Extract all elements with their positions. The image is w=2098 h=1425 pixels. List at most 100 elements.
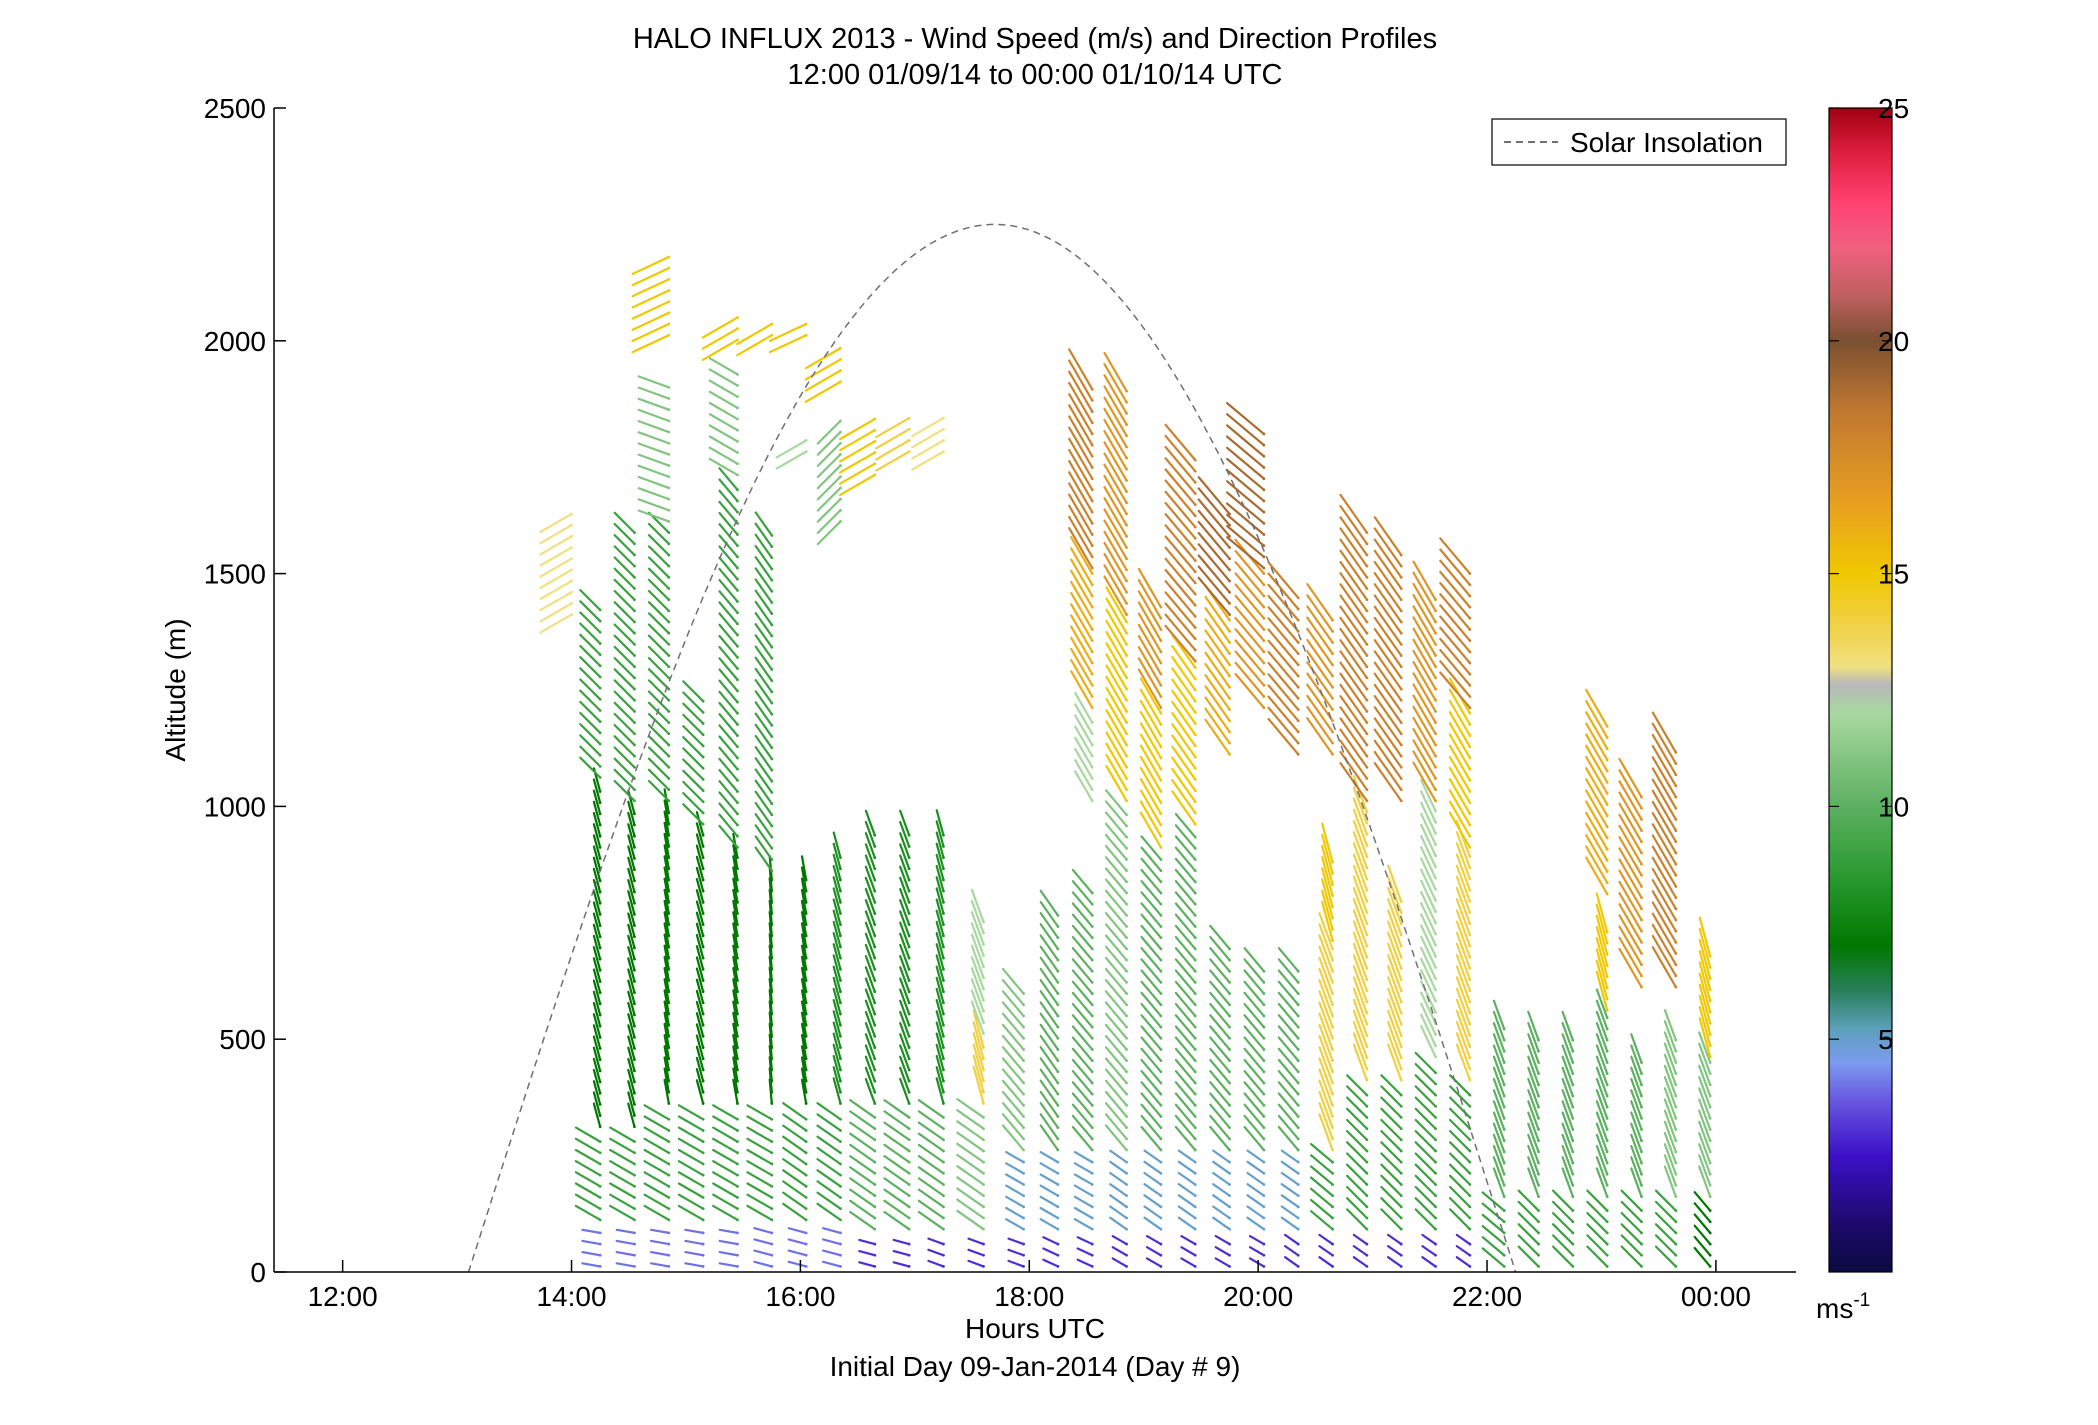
wind-barb xyxy=(631,289,670,309)
wind-barb-base xyxy=(839,464,842,467)
wind-barb xyxy=(682,680,705,703)
wind-barb-base xyxy=(1262,650,1266,654)
wind-barb xyxy=(1561,1133,1574,1165)
wind-barb xyxy=(899,988,911,1016)
wind-barb xyxy=(1164,479,1197,517)
wind-barb-base xyxy=(1708,954,1712,958)
wind-barb-base xyxy=(1434,1116,1437,1119)
wind-barb xyxy=(1421,1233,1437,1246)
wind-barb-base xyxy=(1331,872,1334,875)
wind-barb xyxy=(1068,370,1094,413)
wind-barb xyxy=(613,612,636,635)
wind-barb-base xyxy=(736,588,739,592)
wind-barb xyxy=(631,255,670,275)
wind-barb xyxy=(753,1238,773,1246)
wind-barb-base xyxy=(907,1102,911,1105)
wind-barb-base xyxy=(701,923,705,927)
wind-barb-base xyxy=(1228,969,1231,973)
wind-barb-base xyxy=(1022,1014,1025,1018)
wind-barb-base xyxy=(942,945,945,949)
wind-barb-base xyxy=(667,1151,671,1155)
wind-barb xyxy=(754,656,773,682)
wind-barb-base xyxy=(942,1160,945,1164)
wind-barb-base xyxy=(1228,708,1231,711)
wind-barb xyxy=(1306,638,1334,678)
wind-barb-base xyxy=(1365,609,1369,613)
wind-barb-base xyxy=(1090,1194,1094,1198)
wind-barb xyxy=(627,945,636,972)
wind-barb-base xyxy=(598,653,602,657)
wind-barb xyxy=(1005,1195,1025,1208)
wind-barb xyxy=(1439,593,1471,631)
wind-barb xyxy=(1414,1208,1437,1231)
wind-barb xyxy=(1039,967,1059,995)
wind-barb-base xyxy=(770,1253,774,1257)
wind-barb-base xyxy=(1125,631,1128,635)
wind-barb-base xyxy=(1640,873,1643,877)
wind-barb xyxy=(892,1249,911,1257)
wind-barb xyxy=(579,756,602,779)
wind-barb xyxy=(1412,683,1437,724)
wind-barb-base xyxy=(907,439,911,442)
wind-barb xyxy=(1380,1129,1403,1153)
wind-barb-base xyxy=(667,1162,671,1166)
wind-barb xyxy=(1140,846,1162,872)
wind-barb-base xyxy=(1193,514,1197,518)
wind-barb-base xyxy=(736,956,739,960)
wind-barb-base xyxy=(1434,754,1437,758)
wind-barb-base xyxy=(598,1035,602,1039)
wind-barb-base xyxy=(1125,512,1128,516)
wind-barb-base xyxy=(770,990,774,994)
wind-barb-base xyxy=(873,439,877,443)
wind-barb xyxy=(1455,1032,1471,1071)
wind-barb-base xyxy=(804,1035,808,1038)
wind-barb xyxy=(701,327,739,350)
wind-barb xyxy=(1651,711,1677,754)
wind-barb-base xyxy=(1056,1036,1060,1040)
wind-barb xyxy=(849,1099,876,1119)
wind-barb xyxy=(1663,1109,1677,1142)
wind-barb xyxy=(754,801,773,828)
wind-barb-base xyxy=(1159,1036,1163,1040)
wind-barb xyxy=(1517,1200,1540,1223)
wind-barb xyxy=(935,1077,945,1105)
wind-barb xyxy=(1140,1014,1162,1040)
wind-barb-base xyxy=(1399,564,1403,568)
wind-barb xyxy=(1318,1001,1334,1040)
wind-barb-base xyxy=(736,723,739,726)
wind-barb-base xyxy=(1399,721,1403,724)
wind-barb xyxy=(1267,661,1300,700)
wind-barb-base xyxy=(1571,1172,1575,1176)
wind-barb xyxy=(649,1250,670,1257)
wind-barb xyxy=(935,842,945,870)
wind-barb-base xyxy=(1125,698,1128,702)
wind-barb-base xyxy=(873,1138,877,1142)
wind-barb-base xyxy=(1193,592,1197,596)
wind-barb-base xyxy=(770,1068,774,1072)
wind-barb-base xyxy=(701,1218,705,1222)
wind-barb-base xyxy=(736,451,739,454)
wind-barb-base xyxy=(907,900,911,904)
wind-barb xyxy=(1109,1149,1128,1164)
wind-barb-base xyxy=(1468,933,1472,937)
y-tick-label: 1000 xyxy=(204,791,266,822)
wind-barb xyxy=(956,1209,985,1231)
wind-barb-base xyxy=(1296,696,1300,700)
wind-barb-base xyxy=(1056,936,1060,940)
wind-barb xyxy=(1042,1236,1059,1246)
wind-barb-base xyxy=(1605,780,1609,784)
wind-barb xyxy=(1171,745,1197,781)
wind-barb xyxy=(1145,1257,1162,1268)
wind-barb-base xyxy=(1090,1059,1094,1063)
wind-barb xyxy=(1137,567,1162,609)
chart-subtitle: 12:00 01/09/14 to 00:00 01/10/14 UTC xyxy=(788,59,1283,91)
wind-barb-base xyxy=(1125,1059,1128,1063)
wind-barb-base xyxy=(667,289,671,292)
wind-barb xyxy=(838,417,876,441)
wind-barb xyxy=(1595,1111,1609,1142)
wind-barb xyxy=(1455,886,1471,925)
wind-barb-base xyxy=(701,733,705,737)
colorbar-tick-label: 5 xyxy=(1878,1024,1894,1055)
wind-barb xyxy=(1164,557,1197,596)
wind-barb-base xyxy=(736,633,739,637)
